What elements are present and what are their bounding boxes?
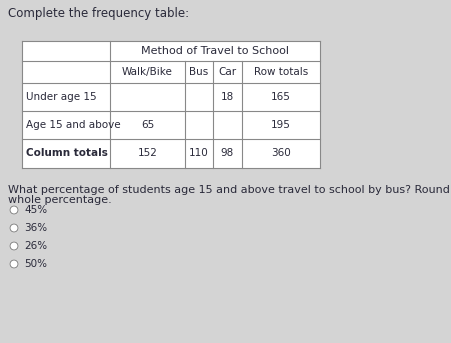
Text: Row totals: Row totals <box>253 67 308 77</box>
Text: Walk/Bike: Walk/Bike <box>122 67 173 77</box>
Text: Method of Travel to School: Method of Travel to School <box>141 46 288 56</box>
Text: 65: 65 <box>141 120 154 130</box>
Text: Under age 15: Under age 15 <box>26 92 97 102</box>
Text: 50%: 50% <box>24 259 47 269</box>
Text: 152: 152 <box>137 149 157 158</box>
Circle shape <box>10 242 18 250</box>
Text: whole percentage.: whole percentage. <box>8 195 111 205</box>
Text: 195: 195 <box>271 120 290 130</box>
Text: 26%: 26% <box>24 241 47 251</box>
Text: 360: 360 <box>271 149 290 158</box>
Text: 18: 18 <box>221 92 234 102</box>
Text: 98: 98 <box>221 149 234 158</box>
Text: Car: Car <box>218 67 236 77</box>
Text: What percentage of students age 15 and above travel to school by bus? Round to t: What percentage of students age 15 and a… <box>8 185 451 195</box>
Text: Bus: Bus <box>189 67 208 77</box>
Text: 45%: 45% <box>24 205 47 215</box>
Text: Age 15 and above: Age 15 and above <box>26 120 120 130</box>
Circle shape <box>10 206 18 214</box>
Text: Column totals: Column totals <box>26 149 108 158</box>
Circle shape <box>10 224 18 232</box>
Text: 165: 165 <box>271 92 290 102</box>
Bar <box>22 41 319 168</box>
Circle shape <box>10 260 18 268</box>
Text: 36%: 36% <box>24 223 47 233</box>
Text: Complete the frequency table:: Complete the frequency table: <box>8 7 189 20</box>
Text: 110: 110 <box>189 149 208 158</box>
